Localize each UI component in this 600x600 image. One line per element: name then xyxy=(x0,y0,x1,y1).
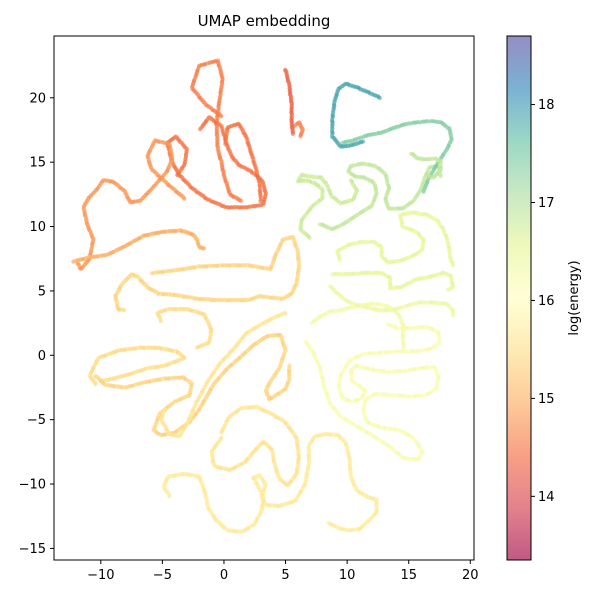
colorbar xyxy=(506,35,532,561)
scatter-point xyxy=(122,308,127,313)
y-tick-label: −5 xyxy=(27,413,46,428)
scatter-point xyxy=(348,178,353,183)
x-tick-label: −10 xyxy=(87,568,114,583)
x-axis: −10 −5 0 5 10 15 20 xyxy=(87,560,479,583)
y-tick-label: 20 xyxy=(29,91,46,106)
x-tick-label: 20 xyxy=(462,568,479,583)
y-tick-label: −10 xyxy=(19,478,46,493)
scatter-point xyxy=(450,313,456,318)
colorbar-tick-label: 15 xyxy=(538,392,555,407)
plot-area-frame xyxy=(53,35,475,561)
colorbar-tick-label: 18 xyxy=(538,98,555,113)
scatter-point xyxy=(438,174,443,179)
x-tick-label: 15 xyxy=(400,568,417,583)
scatter-point xyxy=(425,172,430,178)
y-tick-label: 0 xyxy=(38,349,46,364)
scatter-point xyxy=(223,142,228,147)
scatter-point xyxy=(385,322,390,327)
y-axis: −15 −10 −5 0 5 10 15 20 xyxy=(19,91,54,557)
y-tick-label: 5 xyxy=(38,284,46,299)
scatter-point xyxy=(298,134,303,139)
colorbar-tick-label: 14 xyxy=(538,490,555,505)
scatter-point xyxy=(175,172,180,178)
scatter-point xyxy=(162,407,167,412)
scatter-point xyxy=(421,189,426,194)
x-tick-label: 0 xyxy=(220,568,228,583)
scatter-point xyxy=(450,263,456,268)
colorbar-label: log(energy) xyxy=(567,260,582,335)
scatter-point xyxy=(287,363,292,368)
scatter-point xyxy=(326,520,331,525)
scatter-point xyxy=(401,345,406,350)
colorbar-tick-label: 16 xyxy=(538,294,555,309)
y-tick-label: 10 xyxy=(29,220,46,235)
scatter-point xyxy=(194,345,199,350)
colorbar-tick-label: 17 xyxy=(538,196,555,211)
scatter-point xyxy=(239,198,244,203)
scatter-point xyxy=(290,131,296,136)
chart-title: UMAP embedding xyxy=(198,12,331,30)
x-tick-label: −5 xyxy=(153,568,172,583)
colorbar-axis: 14 15 16 17 18 xyxy=(531,98,555,505)
scatter-point xyxy=(361,139,366,144)
x-tick-label: 5 xyxy=(281,568,289,583)
scatter-point xyxy=(202,246,207,251)
scatter-point xyxy=(446,287,451,292)
y-tick-label: −15 xyxy=(19,542,46,557)
x-tick-label: 10 xyxy=(339,568,356,583)
scatter-point xyxy=(219,430,224,435)
y-tick-label: 15 xyxy=(29,156,46,171)
scatter-points-layer xyxy=(71,58,456,534)
